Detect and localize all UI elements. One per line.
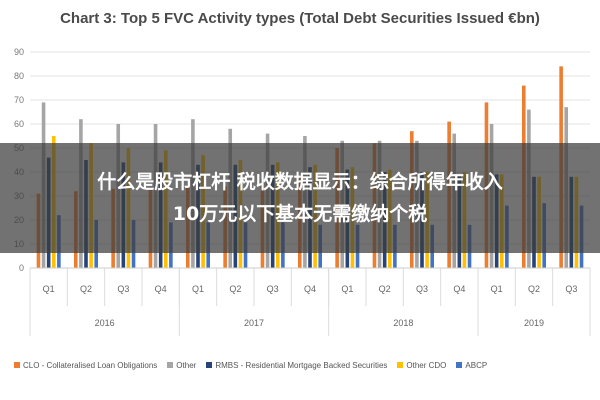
legend-swatch [397,362,404,368]
x-tick-label: Q4 [453,284,465,294]
x-tick-label: Q4 [304,284,316,294]
x-tick-label: Q2 [80,284,92,294]
x-group-label: 2016 [95,318,115,328]
x-tick-label: Q1 [491,284,503,294]
x-tick-label: Q4 [155,284,167,294]
y-tick-label: 70 [14,95,24,105]
legend-item: Other CDO [397,361,446,370]
y-tick-label: 90 [14,47,24,57]
legend-item: ABCP [456,361,487,370]
x-tick-label: Q3 [565,284,577,294]
x-tick-label: Q1 [43,284,55,294]
legend-label: RMBS - Residential Mortgage Backed Secur… [215,360,388,370]
legend-label: Other CDO [406,360,447,370]
chart-legend: CLO - Collateralised Loan Obligations Oth… [14,358,600,372]
x-group-label: 2017 [244,318,264,328]
legend-label: ABCP [465,360,488,370]
chart-title: Chart 3: Top 5 FVC Activity types (Total… [60,10,540,27]
x-group-label: 2019 [524,318,544,328]
y-tick-label: 0 [19,263,24,273]
legend-item: Other [167,361,196,370]
legend-label: Other [176,360,197,370]
x-tick-label: Q3 [267,284,279,294]
x-tick-label: Q1 [341,284,353,294]
x-tick-label: Q1 [192,284,204,294]
legend-swatch [456,362,463,368]
legend-swatch [167,362,174,368]
x-group-label: 2018 [393,318,413,328]
overlay-line-2: 10万元以下基本无需缴纳个税 [172,203,428,225]
y-tick-label: 80 [14,71,24,81]
overlay-line-1: 什么是股市杠杆 税收数据显示：综合所得年收入 [97,171,503,193]
x-tick-label: Q3 [416,284,428,294]
legend-item: RMBS - Residential Mortgage Backed Secur… [206,361,387,370]
x-tick-label: Q3 [117,284,129,294]
x-tick-label: Q2 [229,284,241,294]
x-tick-label: Q2 [528,284,540,294]
legend-swatch [206,362,213,368]
legend-swatch [14,362,20,368]
legend-label: CLO - Collateralised Loan Obligations [23,360,158,370]
legend-item: CLO - Collateralised Loan Obligations [14,361,157,370]
y-tick-label: 60 [14,119,24,129]
x-tick-label: Q2 [379,284,391,294]
overlay-banner: 什么是股市杠杆 税收数据显示：综合所得年收入 10万元以下基本无需缴纳个税 [0,143,600,253]
